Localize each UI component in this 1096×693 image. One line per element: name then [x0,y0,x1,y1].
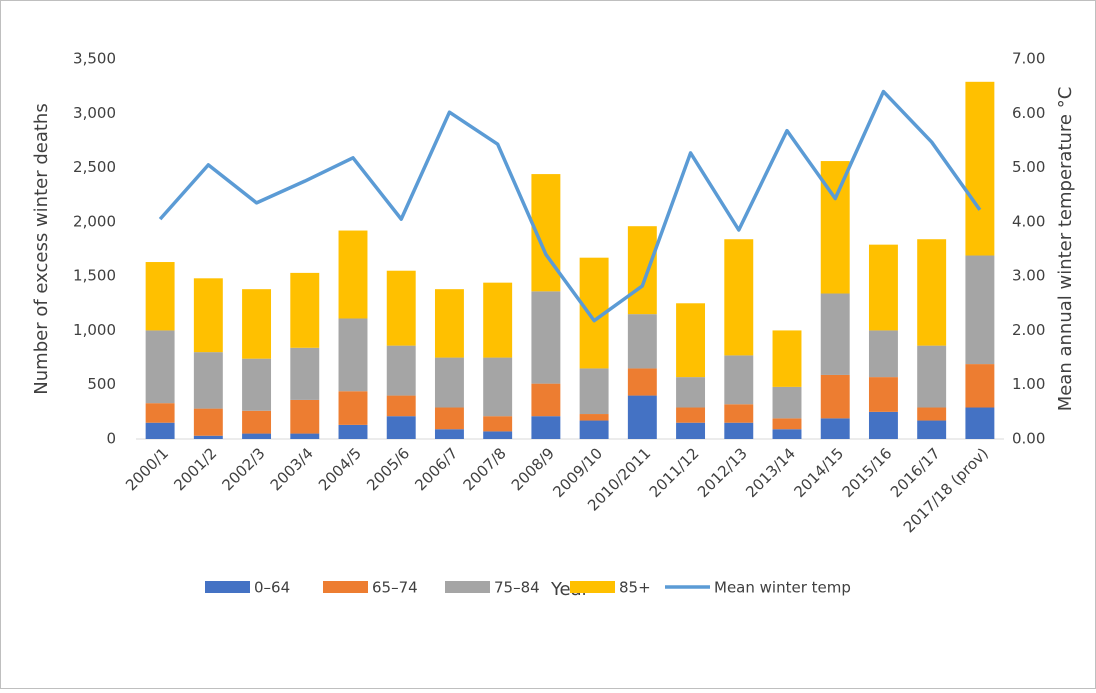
bar [627,368,657,396]
legend-swatch [570,581,615,593]
bar [724,422,754,439]
bar [965,81,995,256]
bar [676,377,706,408]
bar [290,399,320,434]
bar [965,364,995,408]
bar [579,414,609,421]
bar [724,239,754,356]
bar [242,289,272,359]
bar [820,161,850,294]
bar [193,408,223,436]
bar [434,357,464,408]
bar [627,314,657,369]
bar [820,418,850,439]
bar [290,347,320,400]
bar [772,330,802,387]
bar [386,345,416,396]
y-tick-label: 3,500 [73,50,116,68]
bar [917,239,947,346]
y2-tick-label: 1.00 [1012,375,1045,393]
y2-tick-label: 6.00 [1012,104,1045,122]
legend-swatch [323,581,368,593]
y2-tick-label: 3.00 [1012,267,1045,285]
bar [338,230,368,319]
y2-tick-label: 7.00 [1012,50,1045,68]
y-axis-title: Number of excess winter deaths [31,103,52,394]
y-tick-label: 2,500 [73,158,116,176]
bar [724,355,754,405]
y2-tick-label: 4.00 [1012,212,1045,230]
bar [338,424,368,439]
bar [868,244,898,331]
bar [338,318,368,392]
bar [242,433,272,439]
bar [868,330,898,378]
bar [965,407,995,439]
bar [772,429,802,439]
bar [483,431,513,439]
bar [145,403,175,423]
bar [627,395,657,439]
bar [917,420,947,439]
bar [386,416,416,439]
bar [917,345,947,408]
y2-axis-title: Mean annual winter temperature °C [1055,87,1076,412]
bar [434,289,464,358]
bar [483,282,513,358]
y-tick-label: 1,000 [73,321,116,339]
bar [386,395,416,417]
bar [820,293,850,375]
bar [193,278,223,353]
y2-tick-label: 0.00 [1012,430,1045,448]
y-tick-label: 500 [87,375,116,393]
bar [531,383,561,417]
bar [579,368,609,415]
bar [868,377,898,412]
bar [772,418,802,430]
bar [483,416,513,432]
bar [531,291,561,384]
bar [627,226,657,315]
bar [676,303,706,378]
bar [145,330,175,404]
bar [483,357,513,417]
bar [772,386,802,419]
legend-label: Mean winter temp [714,579,851,597]
bar [676,407,706,423]
y2-tick-label: 2.00 [1012,321,1045,339]
legend-label: 75–84 [494,579,540,597]
temp-line [158,89,982,323]
y2-tick-label: 5.00 [1012,158,1045,176]
bar [820,374,850,419]
y-tick-label: 1,500 [73,267,116,285]
bar [242,410,272,434]
legend-swatch [445,581,490,593]
bar [434,407,464,430]
legend-label: 65–74 [372,579,418,597]
bar [917,407,947,421]
bar [724,404,754,423]
bar [242,358,272,411]
bar [868,411,898,439]
bar [965,255,995,365]
bar [531,416,561,439]
bar [579,420,609,439]
bar [290,433,320,439]
bar [145,262,175,331]
y-tick-label: 2,000 [73,212,116,230]
bar [145,422,175,439]
bar [386,270,416,346]
bar [338,391,368,425]
legend-swatch [205,581,250,593]
bar [676,422,706,439]
bar [193,352,223,409]
legend-label: 85+ [619,579,651,597]
bar [290,272,320,348]
y-tick-label: 0 [106,430,116,448]
legend-label: 0–64 [254,579,290,597]
bar [193,435,223,439]
bar [434,429,464,439]
y-tick-label: 3,000 [73,104,116,122]
